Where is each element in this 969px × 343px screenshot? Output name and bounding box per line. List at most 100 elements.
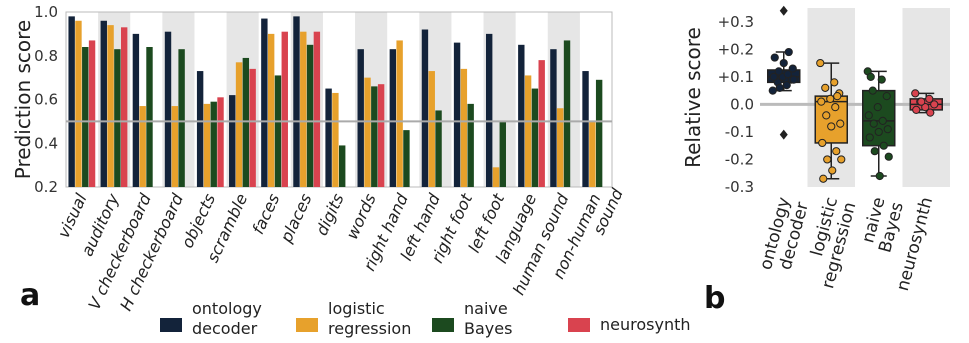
- point-logistic_regression-1: [830, 78, 839, 87]
- point-ontology_decoder-11: [784, 47, 793, 57]
- point-logistic_regression-9: [827, 122, 836, 131]
- bar-neurosynth-9: [377, 84, 385, 187]
- b-y-tick-label-6: -0.3: [725, 178, 754, 196]
- point-logistic_regression-14: [828, 166, 837, 175]
- bar-ontology_decoder-14: [518, 44, 525, 187]
- point-logistic_regression-10: [818, 138, 827, 148]
- bar-naive_bayes-12: [467, 103, 474, 187]
- point-ontology_decoder-6: [783, 69, 792, 79]
- point-ontology_decoder-0: [768, 86, 777, 95]
- bar-naive_bayes-4: [210, 101, 217, 187]
- bar-ontology_decoder-6: [261, 18, 268, 187]
- y-axis-title: Prediction score: [11, 20, 35, 179]
- point-ontology_decoder-5: [769, 72, 778, 81]
- bar-ontology_decoder-3: [164, 31, 172, 187]
- bar-neurosynth-7: [313, 31, 321, 187]
- bar-ontology_decoder-7: [293, 16, 300, 187]
- point-neurosynth-5: [912, 105, 921, 114]
- bar-logistic_regression-10: [396, 40, 403, 187]
- b-y-tick-label-3: 0.0: [730, 95, 754, 113]
- b-y-tick-label-1: +0.2: [718, 40, 754, 58]
- bar-neurosynth-6: [281, 31, 288, 187]
- bar-naive_bayes-16: [595, 79, 603, 187]
- bar-naive_bayes-10: [403, 130, 410, 187]
- point-neurosynth-4: [921, 103, 930, 112]
- b-y-axis-title: Relative score: [681, 27, 705, 168]
- point-naive_bayes-14: [875, 171, 884, 181]
- point-logistic_regression-15: [819, 174, 828, 183]
- bar-logistic_regression-3: [171, 106, 179, 187]
- point-naive_bayes-8: [883, 125, 892, 134]
- point-ontology_decoder-9: [779, 58, 788, 68]
- x-tick-line: digits: [312, 191, 348, 239]
- bar-logistic_regression-2: [139, 106, 146, 187]
- legend-swatch-naive_bayes: [432, 318, 454, 332]
- bar-naive_bayes-11: [435, 110, 442, 187]
- bar-naive_bayes-6: [274, 75, 282, 187]
- point-naive_bayes-11: [879, 141, 888, 150]
- bar-naive_bayes-9: [371, 86, 378, 187]
- bar-logistic_regression-14: [524, 75, 532, 187]
- box-logistic_regression: [814, 95, 848, 144]
- x-tick-line: faces: [248, 191, 283, 237]
- bar-ontology_decoder-12: [453, 42, 461, 187]
- point-logistic_regression-13: [837, 155, 846, 164]
- legend-label-logistic_regression-line2: regression: [328, 319, 411, 338]
- bar-logistic_regression-6: [267, 33, 275, 187]
- point-naive_bayes-3: [882, 92, 891, 101]
- point-naive_bayes-12: [870, 147, 879, 156]
- point-naive_bayes-7: [869, 119, 878, 128]
- b-y-tick-label-4: -0.1: [725, 123, 754, 141]
- b-x-tick-label-0: ontologydecoder: [756, 195, 813, 277]
- y-tick-label-4: 1.0: [34, 3, 58, 21]
- bar-logistic_regression-13: [492, 167, 500, 187]
- bar-ontology_decoder-2: [132, 33, 140, 187]
- bar-naive_bayes-8: [339, 145, 346, 187]
- legend: ontologydecoder logisticregression naiveBa…: [160, 299, 691, 338]
- legend-label-naive_bayes-line2: Bayes: [464, 319, 512, 338]
- point-naive_bayes-4: [873, 103, 882, 112]
- point-neurosynth-3: [930, 100, 939, 109]
- point-naive_bayes-9: [874, 127, 883, 137]
- point-neurosynth-1: [925, 94, 934, 103]
- point-logistic_regression-16: [833, 92, 842, 101]
- outlier-ontology_decoder-0: [779, 5, 788, 16]
- point-naive_bayes-15: [866, 72, 875, 81]
- panel-label-b: b: [704, 281, 725, 316]
- point-ontology_decoder-10: [770, 53, 779, 62]
- point-neurosynth-6: [926, 108, 935, 117]
- point-logistic_regression-0: [816, 58, 825, 68]
- bar-neurosynth-14: [538, 60, 545, 187]
- y-tick-label-2: 0.6: [34, 91, 58, 109]
- bar-logistic_regression-16: [589, 121, 596, 187]
- bar-naive_bayes-15: [563, 40, 571, 187]
- point-neurosynth-7: [917, 97, 926, 106]
- bar-naive_bayes-5: [242, 57, 250, 187]
- point-ontology_decoder-8: [788, 64, 797, 73]
- point-naive_bayes-6: [878, 116, 887, 126]
- bar-ontology_decoder-9: [357, 49, 364, 187]
- bar-neurosynth-5: [249, 68, 256, 187]
- panel-label-a: a: [20, 278, 40, 313]
- bar-naive_bayes-2: [146, 47, 153, 187]
- bar-ontology_decoder-11: [421, 29, 429, 187]
- bar-logistic_regression-8: [332, 92, 339, 187]
- bar-logistic_regression-1: [107, 25, 114, 187]
- point-naive_bayes-1: [877, 75, 886, 84]
- bar-naive_bayes-13: [499, 121, 506, 187]
- point-naive_bayes-5: [864, 111, 873, 120]
- bar-logistic_regression-15: [557, 108, 564, 187]
- b-y-tick-label-2: +0.1: [718, 68, 754, 86]
- legend-label-neurosynth: neurosynth: [600, 315, 691, 334]
- bar-logistic_regression-0: [75, 20, 82, 187]
- legend-label-naive_bayes: naive: [464, 299, 508, 318]
- y-tick-label-3: 0.8: [34, 47, 58, 65]
- b-y-tick-label-5: -0.2: [725, 150, 754, 168]
- b-y-tick-label-0: +0.3: [718, 13, 754, 31]
- bar-ontology_decoder-8: [325, 88, 332, 187]
- y-tick-label-1: 0.4: [34, 134, 58, 152]
- point-logistic_regression-6: [831, 103, 840, 112]
- x-tick-label-8: digits: [312, 191, 348, 239]
- bar-logistic_regression-4: [203, 103, 211, 187]
